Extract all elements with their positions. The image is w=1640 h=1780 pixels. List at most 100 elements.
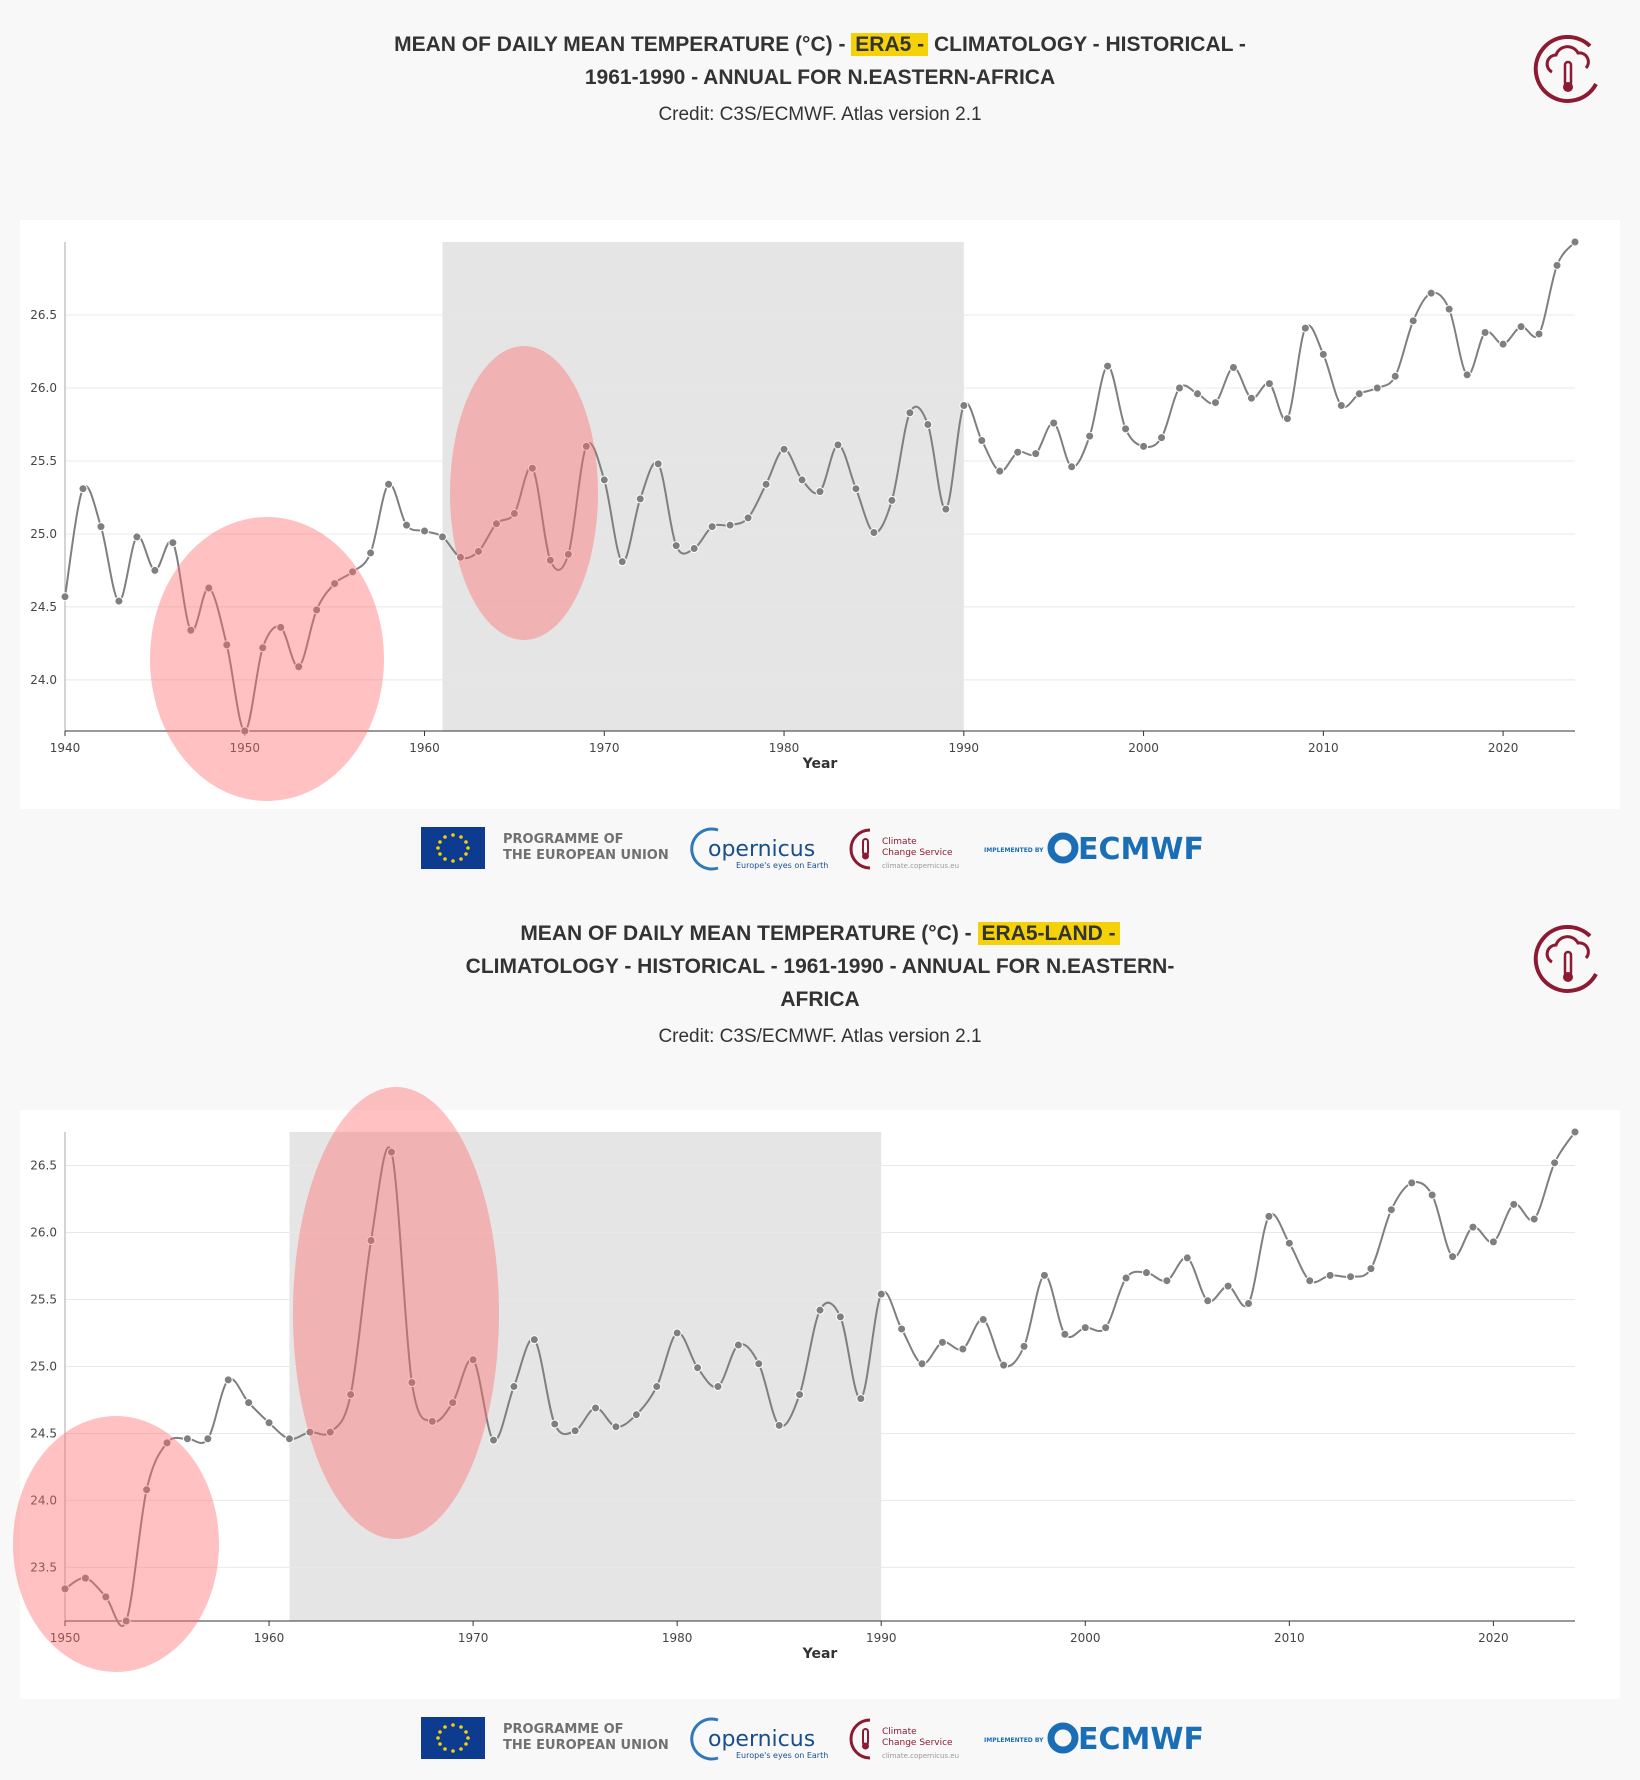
data-point <box>1121 424 1131 434</box>
data-point <box>1182 1253 1192 1263</box>
credit: Credit: C3S/ECMWF. Atlas version 2.1 <box>658 104 982 125</box>
header: MEAN OF DAILY MEAN TEMPERATURE (°C) - ER… <box>0 28 1640 126</box>
data-point <box>1060 1329 1070 1339</box>
data-point <box>815 1305 825 1315</box>
x-tick-label: 1970 <box>589 741 620 755</box>
data-point <box>1085 431 1095 441</box>
data-point <box>1157 433 1167 443</box>
copernicus-c <box>690 827 719 871</box>
ecmwf-mark <box>1047 1722 1079 1754</box>
data-point <box>1386 1205 1396 1215</box>
data-point <box>1039 1270 1049 1280</box>
reference-period <box>442 242 964 731</box>
data-point <box>489 1435 499 1445</box>
data-point <box>294 662 304 672</box>
title-text: MEAN OF DAILY MEAN TEMPERATURE (°C) - <box>394 33 846 56</box>
x-tick-label: 1950 <box>50 1631 81 1645</box>
data-point <box>905 408 915 418</box>
data-point <box>999 1360 1009 1370</box>
data-point <box>941 504 951 514</box>
x-tick-label: 1980 <box>662 1631 693 1645</box>
x-tick-label: 1990 <box>949 741 980 755</box>
data-point <box>384 479 394 489</box>
c3s-text: Climate <box>882 1727 917 1737</box>
data-point <box>959 400 969 410</box>
data-point <box>1488 1237 1498 1247</box>
ecmwf-text: ECMWF <box>1078 832 1204 867</box>
y-tick-label: 24.0 <box>30 1493 57 1507</box>
data-point <box>1162 1276 1172 1286</box>
data-point <box>917 1359 927 1369</box>
data-point <box>1175 383 1185 393</box>
data-point <box>977 436 987 446</box>
y-tick-label: 25.0 <box>30 1359 57 1373</box>
copernicus-text: opernicus <box>708 837 815 862</box>
data-point <box>348 567 358 577</box>
data-point <box>958 1344 968 1354</box>
data-point <box>1246 393 1256 403</box>
data-point <box>774 1420 784 1430</box>
data-point <box>869 527 879 537</box>
data-point <box>1284 1238 1294 1248</box>
data-point <box>101 1592 111 1602</box>
data-point <box>1498 339 1508 349</box>
x-tick-label: 1960 <box>254 1631 285 1645</box>
data-point <box>671 541 681 551</box>
copernicus-tagline: Europe's eyes on Earth <box>736 861 828 870</box>
data-point <box>937 1337 947 1347</box>
data-point <box>978 1315 988 1325</box>
data-point <box>1534 329 1544 339</box>
x-tick-label: 2010 <box>1274 1631 1305 1645</box>
data-point <box>635 494 645 504</box>
data-point <box>204 583 214 593</box>
ecmwf-text: ECMWF <box>1078 1722 1204 1757</box>
footer-logos: PROGRAMME OF THE EUROPEAN UNION opernicu… <box>421 827 1204 871</box>
data-point <box>833 440 843 450</box>
data-point <box>1210 398 1220 408</box>
data-point <box>330 579 340 589</box>
reference-period <box>289 1132 882 1621</box>
data-point <box>402 520 412 530</box>
x-tick-label: 2020 <box>1488 741 1519 755</box>
data-point <box>1390 371 1400 381</box>
atlas-logo <box>1533 35 1598 103</box>
data-point <box>203 1434 213 1444</box>
x-tick-label: 1970 <box>458 1631 489 1645</box>
data-point <box>795 1390 805 1400</box>
c3s-url: climate.copernicus.eu <box>882 1752 959 1760</box>
data-point <box>707 522 717 532</box>
data-point <box>545 555 555 565</box>
data-point <box>887 495 897 505</box>
data-point <box>473 546 483 556</box>
eu-text: THE EUROPEAN UNION <box>503 1738 669 1753</box>
y-tick-label: 26.5 <box>30 308 57 322</box>
data-point <box>1552 260 1562 270</box>
eu-text: PROGRAMME OF <box>503 832 624 847</box>
data-point <box>672 1328 682 1338</box>
annotation-group <box>13 1087 499 1672</box>
data-point <box>162 1438 172 1448</box>
title-dataset: ERA5-LAND - <box>977 922 1120 945</box>
highlight-ellipse <box>450 346 598 640</box>
data-point <box>923 419 933 429</box>
data-point <box>851 484 861 494</box>
data-point <box>1509 1199 1519 1209</box>
data-point <box>631 1410 641 1420</box>
data-point <box>1516 322 1526 332</box>
data-point <box>1193 389 1202 399</box>
data-point <box>1529 1214 1539 1224</box>
c3s-url: climate.copernicus.eu <box>882 862 959 870</box>
data-point <box>1067 462 1077 472</box>
data-point <box>995 466 1005 476</box>
data-point <box>1480 328 1490 338</box>
y-tick-label: 26.0 <box>30 381 57 395</box>
data-point <box>1305 1276 1315 1286</box>
atlas-logo <box>1533 925 1598 993</box>
data-point <box>284 1434 294 1444</box>
data-point <box>1264 1211 1274 1221</box>
chart-title: MEAN OF DAILY MEAN TEMPERATURE (°C) - ER… <box>450 917 1190 1016</box>
data-point <box>591 1403 601 1413</box>
data-point <box>527 463 537 473</box>
x-tick-label: 2010 <box>1308 741 1339 755</box>
